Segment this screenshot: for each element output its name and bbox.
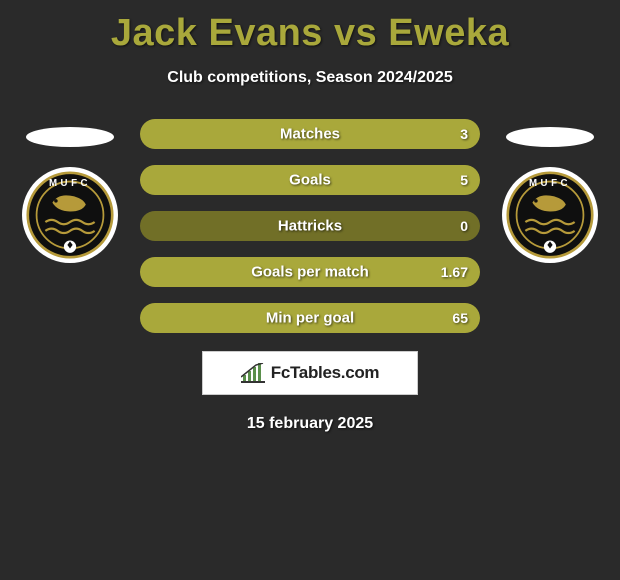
svg-text:MUFC: MUFC xyxy=(49,178,91,189)
stat-value-right: 1.67 xyxy=(441,264,468,280)
right-flag-ellipse xyxy=(506,127,594,147)
stat-value-right: 5 xyxy=(460,172,468,188)
chart-icon xyxy=(241,363,265,383)
page-subtitle: Club competitions, Season 2024/2025 xyxy=(0,69,620,87)
svg-text:MUFC: MUFC xyxy=(529,178,571,189)
stat-row: Min per goal 65 xyxy=(140,303,480,333)
stat-row: Goals per match 1.67 xyxy=(140,257,480,287)
stat-label: Matches xyxy=(280,126,340,143)
page-title: Jack Evans vs Eweka xyxy=(0,12,620,55)
stat-row: Hattricks 0 xyxy=(140,211,480,241)
branding-box[interactable]: FcTables.com xyxy=(202,351,418,395)
stat-label: Goals xyxy=(289,172,331,189)
stat-value-right: 3 xyxy=(460,126,468,142)
stat-row: Matches 3 xyxy=(140,119,480,149)
right-club-crest: MUFC xyxy=(502,167,598,263)
comparison-columns: MUFC Matches 3 Goals 5 Hattricks 0 Goals per m… xyxy=(0,119,620,333)
date-text: 15 february 2025 xyxy=(0,415,620,433)
crest-icon: MUFC xyxy=(506,171,594,259)
stat-label: Goals per match xyxy=(251,264,369,281)
right-player-column: MUFC xyxy=(500,119,600,263)
left-flag-ellipse xyxy=(26,127,114,147)
stat-value-right: 65 xyxy=(452,310,468,326)
left-player-column: MUFC xyxy=(20,119,120,263)
stat-row: Goals 5 xyxy=(140,165,480,195)
stat-label: Min per goal xyxy=(266,310,354,327)
stat-label: Hattricks xyxy=(278,218,342,235)
branding-text: FcTables.com xyxy=(271,363,380,383)
stat-value-right: 0 xyxy=(460,218,468,234)
left-club-crest: MUFC xyxy=(22,167,118,263)
stat-bars: Matches 3 Goals 5 Hattricks 0 Goals per match 1… xyxy=(140,119,480,333)
crest-icon: MUFC xyxy=(26,171,114,259)
